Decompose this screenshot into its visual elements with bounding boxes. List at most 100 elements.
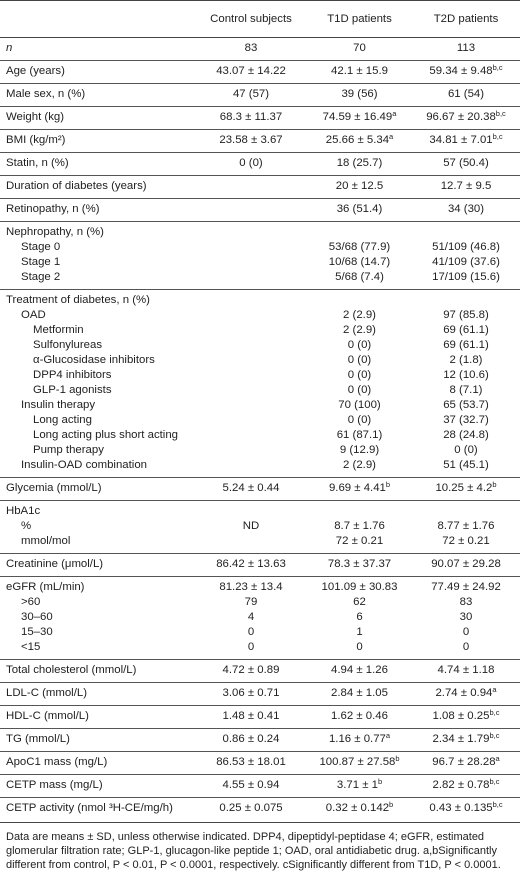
- cell-t1d: 9.69 ± 4.41b: [307, 477, 412, 501]
- table-row: BMI (kg/m²) 23.58 ± 3.67 25.66 ± 5.34a 34.8…: [0, 129, 520, 153]
- characteristics-table: Control subjects T1D patients T2D patien…: [0, 0, 520, 820]
- header-cell-label: [0, 0, 195, 38]
- cell-t2d: 12 (10.6): [443, 369, 489, 381]
- table-row: Creatinine (μmol/L) 86.42 ± 13.63 78.3 ± 3…: [0, 553, 520, 577]
- cell-t2d: 59.34 ± 9.48b,c: [412, 60, 520, 84]
- header-cell-t1d: T1D patients: [307, 0, 412, 38]
- cell-control: 0: [247, 641, 255, 653]
- cell-t1d: 42.1 ± 15.9: [307, 60, 412, 84]
- table-row: % ND 8.7 ± 1.76 8.77 ± 1.76: [0, 519, 520, 534]
- cell-t1d: 100.87 ± 27.58b: [307, 751, 412, 775]
- significance-marker: a: [389, 132, 394, 141]
- cell-t1d: 8.7 ± 1.76: [334, 520, 385, 532]
- row-label: Pump therapy: [33, 444, 104, 456]
- row-label: Metformin: [33, 324, 84, 336]
- significance-marker: b,c: [489, 777, 500, 786]
- cell-t2d: 51 (45.1): [443, 459, 489, 471]
- table-row: >60 79 62 83: [0, 595, 520, 610]
- significance-marker: a: [385, 731, 391, 740]
- cell-t1d: 0 (0): [347, 354, 372, 366]
- row-label: Retinopathy, n (%): [0, 198, 195, 222]
- cell-t1d: 70: [307, 37, 412, 61]
- cell-t2d: 2.82 ± 0.78b,c: [412, 774, 520, 798]
- row-label: OAD: [21, 309, 46, 321]
- cell-t2d: 97 (85.8): [443, 309, 489, 321]
- table-row: Treatment of diabetes, n (%): [0, 289, 520, 308]
- cell-t2d: 8.77 ± 1.76: [437, 520, 495, 532]
- row-label: Long acting: [33, 414, 92, 426]
- cell-control: [195, 308, 307, 323]
- cell-t2d: 65 (53.7): [443, 399, 489, 411]
- cell-control: [195, 353, 307, 368]
- row-label: Weight (kg): [0, 106, 195, 130]
- table-row: Metformin 2 (2.9) 69 (61.1): [0, 323, 520, 338]
- cell-control: [195, 338, 307, 353]
- significance-marker: b: [385, 480, 391, 489]
- cell-t2d: 8 (7.1): [449, 384, 483, 396]
- cell-t2d: 1.08 ± 0.25b,c: [412, 705, 520, 729]
- cell-control: [195, 428, 307, 443]
- cell-control: 86.53 ± 18.01: [195, 751, 307, 775]
- table-row: Male sex, n (%) 47 (57) 39 (56) 61 (54): [0, 83, 520, 107]
- cell-control: [195, 323, 307, 338]
- cell-t1d: 61 (87.1): [336, 429, 383, 441]
- significance-marker: b,c: [492, 63, 503, 72]
- significance-marker: b,c: [495, 109, 506, 118]
- row-label: %: [21, 520, 32, 532]
- row-label: ApoC1 mass (mg/L): [0, 751, 195, 775]
- table-row: 15–30 0 1 0: [0, 625, 520, 640]
- table-row: Glycemia (mmol/L) 5.24 ± 0.44 9.69 ± 4.41b…: [0, 477, 520, 501]
- cell-t1d: 20 ± 12.5: [307, 175, 412, 199]
- row-label: TG (mmol/L): [0, 728, 195, 752]
- row-label: <15: [21, 641, 41, 653]
- table-footnote: Data are means ± SD, unless otherwise in…: [0, 822, 520, 872]
- cell-t1d: 36 (51.4): [307, 198, 412, 222]
- row-label: Age (years): [0, 60, 195, 84]
- cell-t1d: 0.32 ± 0.142b: [307, 797, 412, 820]
- cell-t1d: 62: [353, 596, 366, 608]
- row-label: HDL-C (mmol/L): [0, 705, 195, 729]
- cell-control: 83: [195, 37, 307, 61]
- row-label: Creatinine (μmol/L): [0, 553, 195, 577]
- cell-t2d: [412, 221, 520, 240]
- significance-marker: a: [492, 685, 497, 694]
- cell-control: [195, 413, 307, 428]
- cell-t2d: 0 (0): [454, 444, 478, 456]
- cell-control: 3.06 ± 0.71: [195, 682, 307, 706]
- table-row: Pump therapy 9 (12.9) 0 (0): [0, 443, 520, 458]
- table-body: n 83 70 113 Age (years) 43.07 ± 14.22 42.1 ± 1…: [0, 37, 520, 820]
- row-label: Nephropathy, n (%): [0, 221, 195, 240]
- cell-t2d: 4.74 ± 1.18: [412, 659, 520, 683]
- cell-control: [195, 383, 307, 398]
- significance-marker: b: [395, 754, 400, 763]
- cell-t2d: 72 ± 0.21: [442, 535, 490, 547]
- table-row: Long acting plus short acting 61 (87.1) 28…: [0, 428, 520, 443]
- cell-control: 47 (57): [195, 83, 307, 107]
- row-label: Insulin-OAD combination: [21, 459, 147, 471]
- cell-t1d: 10/68 (14.7): [328, 256, 391, 268]
- cell-control: 86.42 ± 13.63: [195, 553, 307, 577]
- cell-t1d: 0 (0): [347, 414, 372, 426]
- table-row: Age (years) 43.07 ± 14.22 42.1 ± 15.9 59.34…: [0, 60, 520, 84]
- table-row: eGFR (mL/min) 81.23 ± 13.4 101.09 ± 30.83 7…: [0, 576, 520, 595]
- significance-marker: b,c: [489, 731, 500, 740]
- table-row: Insulin therapy 70 (100) 65 (53.7): [0, 398, 520, 413]
- table-row: CETP activity (nmol ³H-CE/mg/h) 0.25 ± 0.…: [0, 797, 520, 820]
- cell-t2d: [412, 289, 520, 308]
- significance-marker: b,c: [492, 132, 503, 141]
- cell-control: [195, 270, 307, 290]
- cell-t1d: 4.94 ± 1.26: [307, 659, 412, 683]
- cell-t1d: 78.3 ± 37.37: [307, 553, 412, 577]
- cell-control: [195, 255, 307, 270]
- cell-control: 0 (0): [195, 152, 307, 176]
- cell-t1d: 6: [356, 611, 363, 623]
- significance-marker: b,c: [489, 708, 500, 717]
- cell-t1d: 74.59 ± 16.49a: [307, 106, 412, 130]
- cell-control: 79: [244, 596, 258, 608]
- table-row: Sulfonylureas 0 (0) 69 (61.1): [0, 338, 520, 353]
- row-label: Male sex, n (%): [0, 83, 195, 107]
- cell-control: 0.86 ± 0.24: [195, 728, 307, 752]
- cell-t2d: 12.7 ± 9.5: [412, 175, 520, 199]
- cell-t2d: 69 (61.1): [443, 324, 489, 336]
- cell-t1d: 3.71 ± 1b: [307, 774, 412, 798]
